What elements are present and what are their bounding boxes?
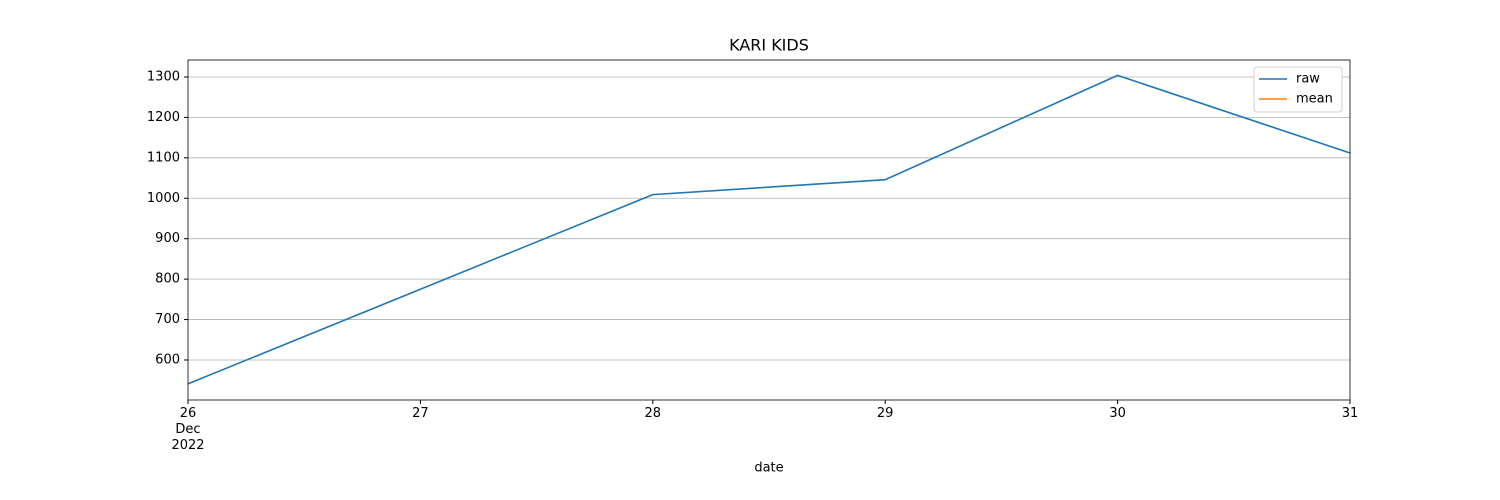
chart-title: KARI KIDS [729,36,809,55]
y-tick-label: 1300 [147,69,180,84]
legend-label: raw [1296,72,1320,87]
y-tick-label: 1100 [147,150,180,165]
line [187,74,1351,385]
x-axis-label: date [754,461,783,476]
y-tick-label: 600 [155,352,180,367]
plot-frame [187,59,1351,401]
legend-label: mean [1296,92,1333,107]
y-tick-label: 1000 [147,191,180,206]
x-tick-label: 29 [876,406,894,421]
x-tick-label: 31 [1341,406,1359,421]
x-tick-label: 30 [1109,406,1126,421]
x-tick-label: 26 Dec 2022 [171,406,205,453]
x-tick-label: 28 [644,406,662,421]
y-tick-label: 1200 [147,110,180,125]
x-tick-label: 27 [412,406,429,421]
y-tick-label: 900 [155,231,180,246]
y-tick-label: 800 [155,272,180,287]
y-tick-label: 700 [155,312,180,327]
